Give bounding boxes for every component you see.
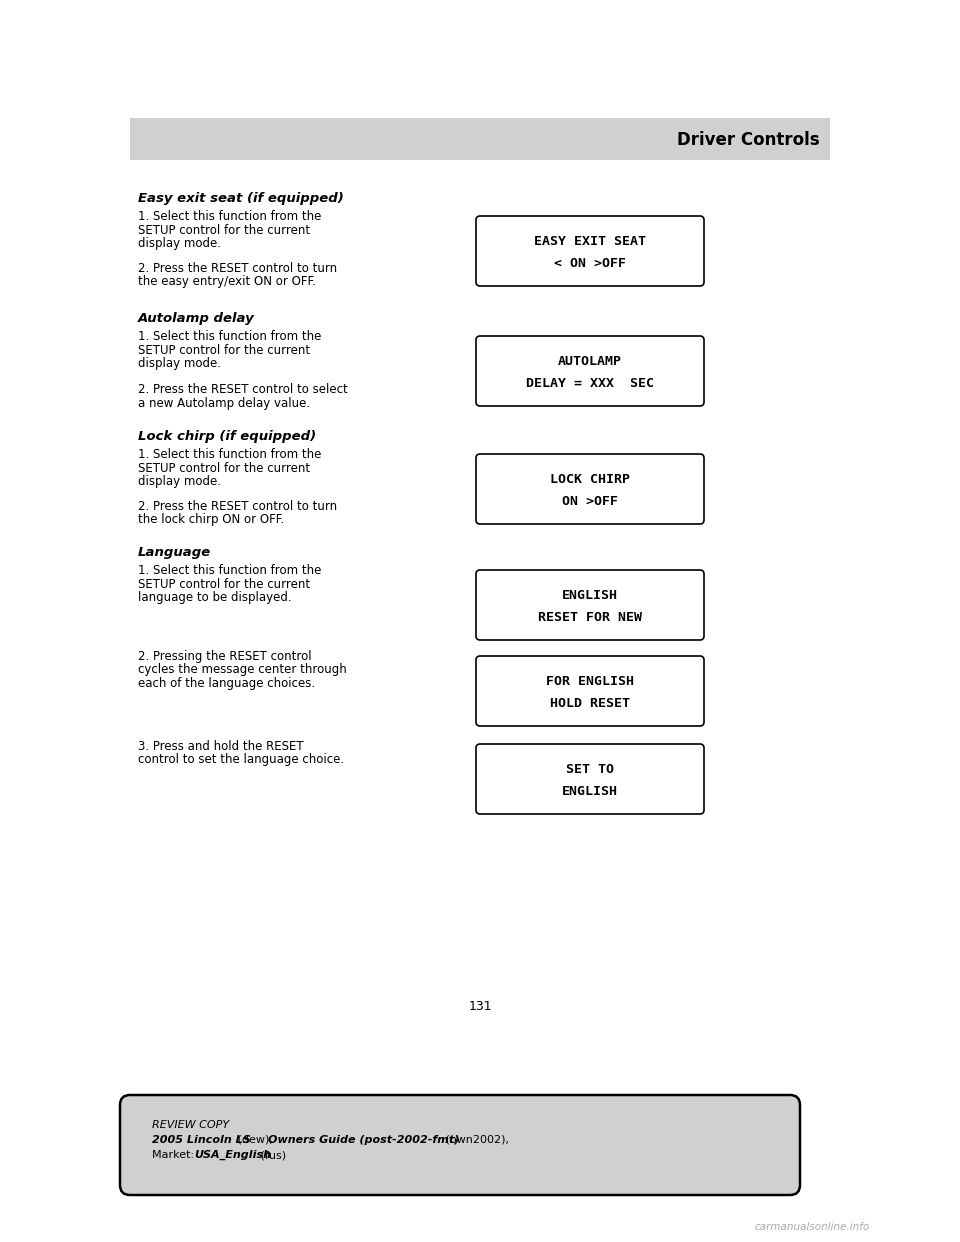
Text: 2. Press the RESET control to turn: 2. Press the RESET control to turn — [138, 262, 337, 274]
Text: AUTOLAMP: AUTOLAMP — [558, 355, 622, 368]
FancyBboxPatch shape — [476, 455, 704, 524]
Text: display mode.: display mode. — [138, 356, 221, 370]
Text: a new Autolamp delay value.: a new Autolamp delay value. — [138, 396, 310, 410]
Text: SETUP control for the current: SETUP control for the current — [138, 462, 310, 474]
FancyBboxPatch shape — [476, 216, 704, 286]
FancyBboxPatch shape — [476, 570, 704, 640]
Text: Owners Guide (post-2002-fmt): Owners Guide (post-2002-fmt) — [268, 1135, 460, 1145]
Text: (fus): (fus) — [257, 1150, 286, 1160]
Text: SET TO: SET TO — [566, 763, 614, 776]
Text: ON >OFF: ON >OFF — [562, 494, 618, 508]
Text: language to be displayed.: language to be displayed. — [138, 591, 292, 604]
Bar — [130, 118, 830, 160]
Text: 3. Press and hold the RESET: 3. Press and hold the RESET — [138, 740, 303, 753]
Text: SETUP control for the current: SETUP control for the current — [138, 344, 310, 356]
Text: Language: Language — [138, 546, 211, 559]
FancyBboxPatch shape — [476, 337, 704, 406]
Text: SETUP control for the current: SETUP control for the current — [138, 578, 310, 590]
Text: display mode.: display mode. — [138, 474, 221, 488]
Text: 131: 131 — [468, 1000, 492, 1013]
Text: (dew),: (dew), — [234, 1135, 276, 1145]
Text: 1. Select this function from the: 1. Select this function from the — [138, 448, 322, 461]
Text: HOLD RESET: HOLD RESET — [550, 697, 630, 710]
Text: RESET FOR NEW: RESET FOR NEW — [538, 611, 642, 623]
Text: ENGLISH: ENGLISH — [562, 785, 618, 797]
FancyBboxPatch shape — [476, 656, 704, 727]
Text: SETUP control for the current: SETUP control for the current — [138, 224, 310, 236]
Text: REVIEW COPY: REVIEW COPY — [152, 1120, 229, 1130]
Text: (own2002),: (own2002), — [442, 1135, 509, 1145]
Text: ENGLISH: ENGLISH — [562, 589, 618, 602]
Text: DELAY = XXX  SEC: DELAY = XXX SEC — [526, 376, 654, 390]
Text: 2. Press the RESET control to turn: 2. Press the RESET control to turn — [138, 501, 337, 513]
Text: Lock chirp (if equipped): Lock chirp (if equipped) — [138, 430, 316, 443]
FancyBboxPatch shape — [120, 1095, 800, 1195]
Text: USA_English: USA_English — [194, 1150, 271, 1160]
Text: Easy exit seat (if equipped): Easy exit seat (if equipped) — [138, 193, 344, 205]
Text: Driver Controls: Driver Controls — [678, 130, 820, 149]
Text: 2. Press the RESET control to select: 2. Press the RESET control to select — [138, 383, 348, 396]
Text: cycles the message center through: cycles the message center through — [138, 663, 347, 677]
Text: FOR ENGLISH: FOR ENGLISH — [546, 676, 634, 688]
Text: 1. Select this function from the: 1. Select this function from the — [138, 210, 322, 224]
Text: the lock chirp ON or OFF.: the lock chirp ON or OFF. — [138, 513, 284, 527]
Text: < ON >OFF: < ON >OFF — [554, 257, 626, 270]
Text: 1. Select this function from the: 1. Select this function from the — [138, 330, 322, 343]
Text: 1. Select this function from the: 1. Select this function from the — [138, 564, 322, 578]
Text: carmanualsonline.info: carmanualsonline.info — [755, 1222, 870, 1232]
Text: 2. Pressing the RESET control: 2. Pressing the RESET control — [138, 650, 312, 663]
Text: the easy entry/exit ON or OFF.: the easy entry/exit ON or OFF. — [138, 276, 316, 288]
Text: control to set the language choice.: control to set the language choice. — [138, 754, 344, 766]
Text: each of the language choices.: each of the language choices. — [138, 677, 315, 691]
Text: Market:: Market: — [152, 1150, 202, 1160]
Text: EASY EXIT SEAT: EASY EXIT SEAT — [534, 235, 646, 248]
Text: Autolamp delay: Autolamp delay — [138, 312, 254, 325]
Text: LOCK CHIRP: LOCK CHIRP — [550, 473, 630, 486]
Text: 2005 Lincoln LS: 2005 Lincoln LS — [152, 1135, 251, 1145]
Text: display mode.: display mode. — [138, 237, 221, 250]
FancyBboxPatch shape — [476, 744, 704, 814]
